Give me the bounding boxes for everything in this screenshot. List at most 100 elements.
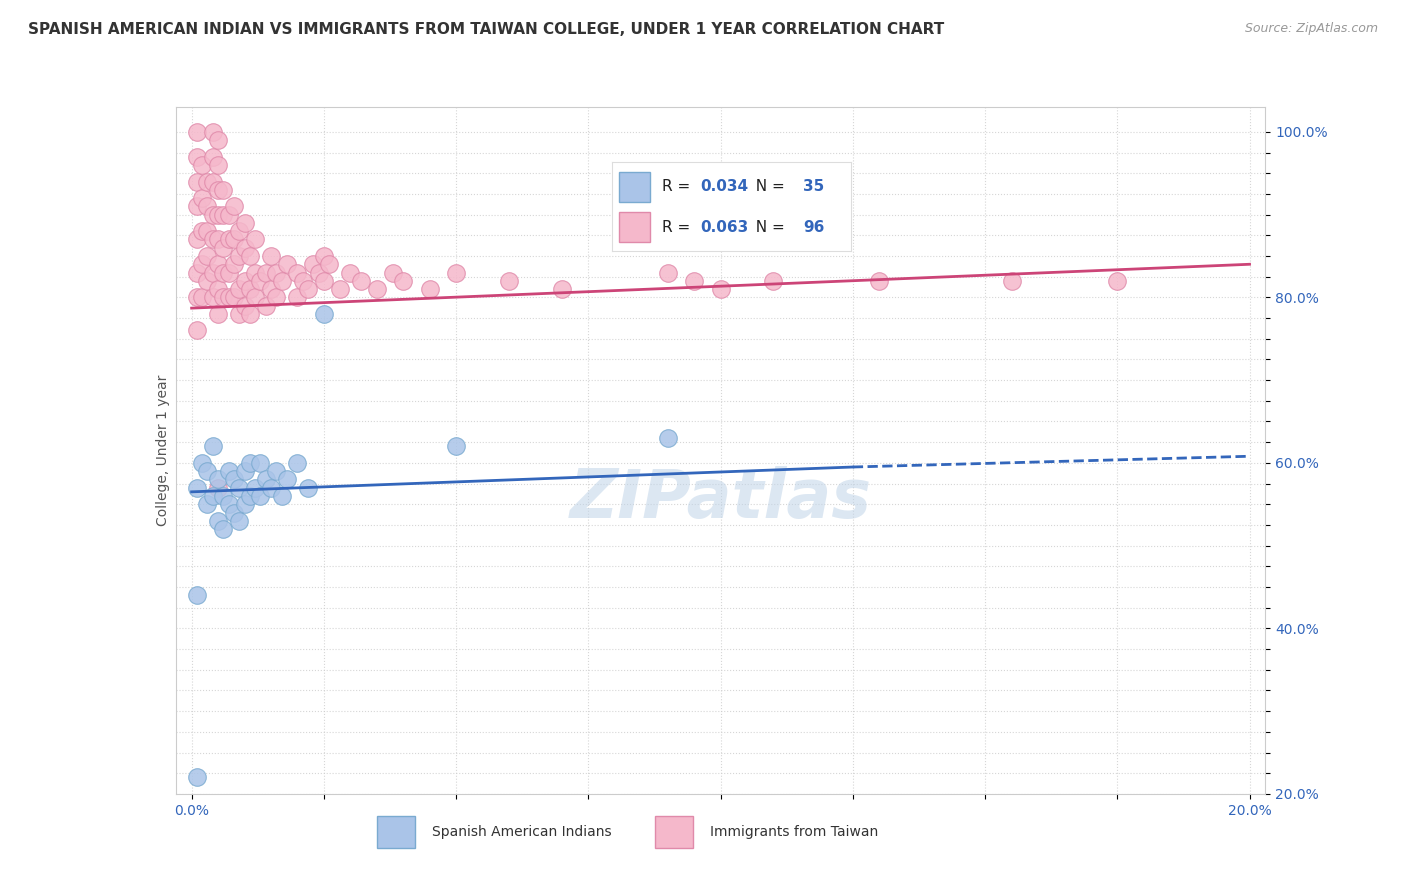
Text: R =: R = [662, 219, 695, 235]
Point [201, 174, 224, 188]
Point [207, 257, 229, 271]
Point [191, 456, 214, 470]
Point [287, 266, 309, 280]
Point [1107, 274, 1129, 288]
Point [551, 282, 574, 296]
Point [657, 431, 679, 445]
Point [228, 282, 250, 296]
Text: Spanish American Indians: Spanish American Indians [432, 825, 612, 838]
Point [228, 249, 250, 263]
Point [207, 307, 229, 321]
Point [201, 439, 224, 453]
Point [381, 266, 404, 280]
Point [264, 464, 287, 478]
Point [318, 257, 340, 271]
Text: N =: N = [745, 219, 790, 235]
Point [201, 489, 224, 503]
Point [186, 266, 208, 280]
Point [710, 282, 733, 296]
Point [212, 241, 235, 255]
Point [186, 323, 208, 337]
Point [762, 274, 785, 288]
Point [297, 282, 319, 296]
Point [191, 224, 214, 238]
Point [254, 472, 277, 486]
Point [186, 588, 208, 602]
Point [212, 290, 235, 304]
Point [207, 472, 229, 486]
Point [207, 514, 229, 528]
Point [228, 307, 250, 321]
Point [350, 274, 373, 288]
Point [228, 224, 250, 238]
Point [239, 249, 262, 263]
Point [201, 125, 224, 139]
Point [243, 266, 266, 280]
Point [222, 257, 245, 271]
Point [287, 290, 309, 304]
Point [270, 489, 292, 503]
Point [191, 290, 214, 304]
Point [392, 274, 415, 288]
Point [207, 481, 229, 495]
Point [444, 439, 467, 453]
Point [249, 489, 271, 503]
Point [222, 506, 245, 520]
Point [197, 274, 219, 288]
Point [222, 472, 245, 486]
Point [186, 290, 208, 304]
Point [197, 199, 219, 213]
Point [233, 464, 256, 478]
Point [191, 158, 214, 172]
Text: 0.063: 0.063 [700, 219, 748, 235]
Text: 35: 35 [803, 179, 825, 194]
Point [276, 257, 298, 271]
Point [366, 282, 388, 296]
Point [207, 208, 229, 222]
Point [239, 307, 262, 321]
Point [308, 266, 330, 280]
Point [186, 199, 208, 213]
Point [201, 232, 224, 246]
Point [254, 299, 277, 313]
Point [212, 183, 235, 197]
Point [260, 282, 283, 296]
Point [498, 274, 520, 288]
Text: Immigrants from Taiwan: Immigrants from Taiwan [710, 825, 877, 838]
Point [312, 307, 335, 321]
Point [197, 174, 219, 188]
Point [287, 456, 309, 470]
Point [186, 770, 208, 784]
Point [207, 183, 229, 197]
Point [419, 282, 441, 296]
Point [201, 150, 224, 164]
Point [243, 290, 266, 304]
Point [444, 266, 467, 280]
Point [239, 489, 262, 503]
Point [186, 174, 208, 188]
Point [260, 249, 283, 263]
Text: 96: 96 [803, 219, 825, 235]
Point [191, 257, 214, 271]
Point [201, 208, 224, 222]
Point [339, 266, 361, 280]
Point [233, 216, 256, 230]
Point [249, 274, 271, 288]
Point [197, 249, 219, 263]
Point [270, 274, 292, 288]
Point [218, 464, 240, 478]
Point [249, 456, 271, 470]
Point [218, 266, 240, 280]
Point [657, 266, 679, 280]
Point [312, 274, 335, 288]
Point [201, 266, 224, 280]
Point [191, 191, 214, 205]
Point [207, 232, 229, 246]
Point [218, 208, 240, 222]
Point [197, 464, 219, 478]
Text: SPANISH AMERICAN INDIAN VS IMMIGRANTS FROM TAIWAN COLLEGE, UNDER 1 YEAR CORRELAT: SPANISH AMERICAN INDIAN VS IMMIGRANTS FR… [28, 22, 945, 37]
Point [868, 274, 890, 288]
FancyBboxPatch shape [377, 815, 416, 847]
Point [218, 290, 240, 304]
Point [207, 158, 229, 172]
